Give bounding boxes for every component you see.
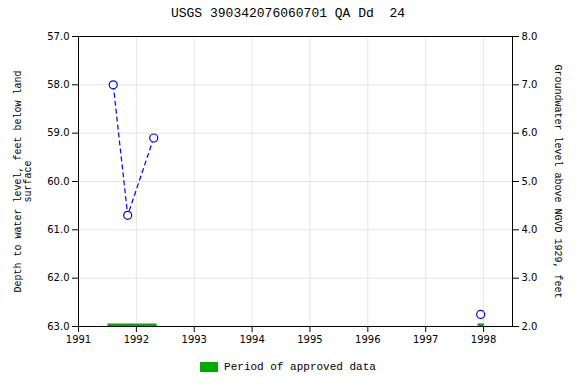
svg-text:Depth to water level, feet bel: Depth to water level, feet below landsur… xyxy=(13,70,34,292)
svg-text:4.0: 4.0 xyxy=(522,224,538,235)
svg-text:57.0: 57.0 xyxy=(47,31,69,42)
svg-text:1998: 1998 xyxy=(471,334,496,345)
svg-text:8.0: 8.0 xyxy=(522,31,538,42)
svg-text:3.0: 3.0 xyxy=(522,272,538,283)
svg-text:1997: 1997 xyxy=(413,334,438,345)
svg-text:2.0: 2.0 xyxy=(522,321,538,332)
svg-text:5.0: 5.0 xyxy=(522,176,538,187)
svg-text:60.0: 60.0 xyxy=(47,176,69,187)
svg-text:1991: 1991 xyxy=(66,334,91,345)
svg-text:7.0: 7.0 xyxy=(522,79,538,90)
svg-text:1993: 1993 xyxy=(182,334,207,345)
svg-text:Groundwater level above NGVD 1: Groundwater level above NGVD 1929, feet xyxy=(552,64,563,298)
svg-text:61.0: 61.0 xyxy=(47,224,69,235)
svg-text:1992: 1992 xyxy=(124,334,149,345)
svg-text:62.0: 62.0 xyxy=(47,272,69,283)
svg-text:1995: 1995 xyxy=(297,334,322,345)
html-text:Period of approved data: Period of approved data xyxy=(224,361,376,373)
svg-text:58.0: 58.0 xyxy=(47,79,69,90)
svg-text:63.0: 63.0 xyxy=(47,321,69,332)
html-text:USGS 390342076060701 QA Dd 24: USGS 390342076060701 QA Dd 24 xyxy=(171,6,405,21)
svg-text:1994: 1994 xyxy=(239,334,264,345)
svg-text:59.0: 59.0 xyxy=(47,127,69,138)
svg-text:1996: 1996 xyxy=(355,334,380,345)
svg-text:6.0: 6.0 xyxy=(522,127,538,138)
